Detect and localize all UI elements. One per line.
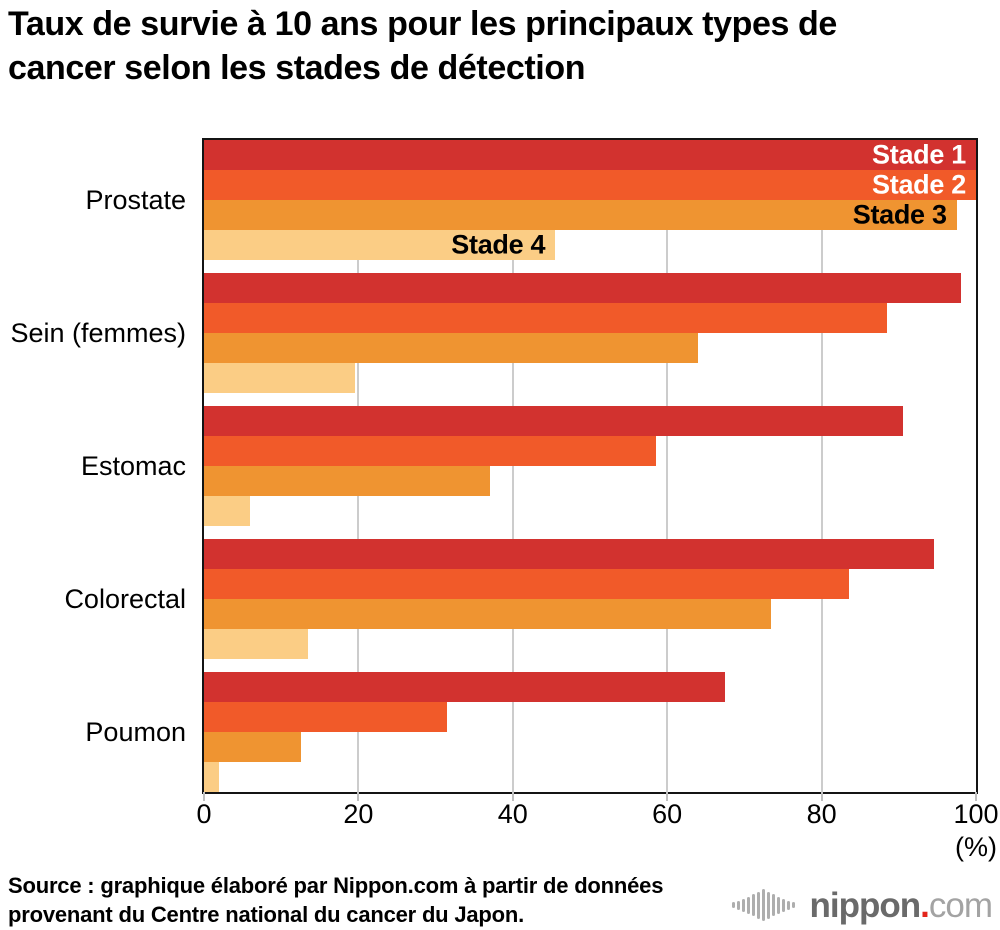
- category-label-estomac: Estomac: [80, 451, 186, 481]
- bar-sein-femmes-stade-3: [204, 333, 699, 363]
- bar-poumon-stade-2: [204, 702, 448, 732]
- logo-dot: .: [920, 885, 930, 925]
- soundwave-bar: [741, 898, 745, 912]
- soundwave-icon: [731, 887, 797, 923]
- x-tick-80: [820, 792, 823, 801]
- soundwave-bar: [786, 900, 790, 910]
- x-tick-100: [975, 792, 977, 801]
- x-tick-label-20: 20: [343, 799, 374, 829]
- soundwave-bar: [736, 900, 740, 910]
- plot-area: Stade 1 Stade 2 Stade 3 Stade 4: [202, 138, 978, 794]
- chart-title-line1: Taux de survie à 10 ans pour les princip…: [8, 5, 837, 43]
- soundwave-bar: [766, 891, 770, 919]
- source-note: Source : graphique élaboré par Nippon.co…: [8, 871, 663, 929]
- logo-com: com: [928, 885, 993, 925]
- category-label-prostate: Prostate: [85, 185, 186, 215]
- bar-sein-femmes-stade-4: [204, 363, 355, 393]
- bar-colorectal-stade-3: [204, 599, 772, 629]
- x-tick-label-80: 80: [806, 799, 837, 829]
- gridline-60: [666, 140, 669, 792]
- soundwave-bar: [731, 902, 735, 908]
- soundwave-bar: [781, 898, 785, 912]
- stage-label-stade-2: Stade 2: [872, 169, 966, 200]
- bar-colorectal-stade-4: [204, 629, 309, 659]
- bar-prostate-stade-4: Stade 4: [204, 229, 556, 260]
- bar-estomac-stade-3: [204, 466, 490, 496]
- category-label-colorectal: Colorectal: [64, 584, 186, 614]
- source-line2: provenant du Centre national du cancer d…: [8, 902, 525, 928]
- stage-label-stade-3: Stade 3: [852, 199, 947, 230]
- bar-estomac-stade-2: [204, 436, 656, 466]
- soundwave-bar: [771, 894, 775, 916]
- x-tick-label-100: 100: [953, 799, 999, 829]
- x-tick-label-40: 40: [497, 799, 528, 829]
- stage-label-stade-4: Stade 4: [451, 229, 546, 260]
- bar-estomac-stade-1: [204, 406, 903, 436]
- bar-prostate-stade-2: Stade 2: [204, 170, 976, 200]
- bar-prostate-stade-1: Stade 1: [204, 140, 976, 170]
- stage-label-stade-1: Stade 1: [872, 139, 966, 170]
- x-axis-unit: (%): [955, 832, 997, 862]
- chart-title-line2: cancer selon les stades de détection: [8, 49, 586, 88]
- soundwave-bar: [761, 889, 765, 921]
- x-tick-20: [357, 792, 360, 801]
- logo-name: nippon: [809, 885, 922, 925]
- x-tick-60: [666, 792, 669, 801]
- bar-poumon-stade-4: [204, 762, 220, 792]
- bar-colorectal-stade-2: [204, 569, 849, 599]
- soundwave-bar: [746, 896, 750, 914]
- category-label-poumon: Poumon: [85, 717, 186, 747]
- gridline-40: [511, 140, 514, 792]
- bar-poumon-stade-3: [204, 732, 301, 762]
- x-tick-label-0: 0: [196, 799, 212, 829]
- bar-sein-femmes-stade-1: [204, 273, 961, 303]
- category-label-sein-femmes: Sein (femmes): [10, 318, 186, 348]
- chart-title: Taux de survie à 10 ans pour les princip…: [8, 2, 1000, 90]
- logo-wordmark: nippon.com: [809, 885, 993, 925]
- bar-prostate-stade-3: Stade 3: [204, 200, 957, 230]
- x-tick-0: [203, 792, 205, 801]
- bar-estomac-stade-4: [204, 496, 251, 526]
- soundwave-bar: [791, 902, 795, 908]
- bar-poumon-stade-1: [204, 672, 726, 702]
- nippon-logo: nippon.com: [731, 882, 993, 928]
- bar-sein-femmes-stade-2: [204, 303, 888, 333]
- soundwave-bar: [751, 894, 755, 916]
- source-line1: Source : graphique élaboré par Nippon.co…: [8, 873, 664, 898]
- x-tick-40: [511, 792, 514, 801]
- bar-colorectal-stade-1: [204, 539, 934, 569]
- soundwave-bar: [776, 896, 780, 914]
- x-tick-label-60: 60: [652, 799, 683, 829]
- soundwave-bar: [756, 891, 760, 919]
- gridline-80: [820, 140, 823, 792]
